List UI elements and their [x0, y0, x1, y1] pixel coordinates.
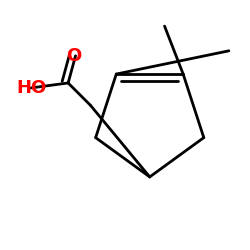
Text: HO: HO: [16, 79, 46, 97]
Text: O: O: [66, 47, 81, 65]
